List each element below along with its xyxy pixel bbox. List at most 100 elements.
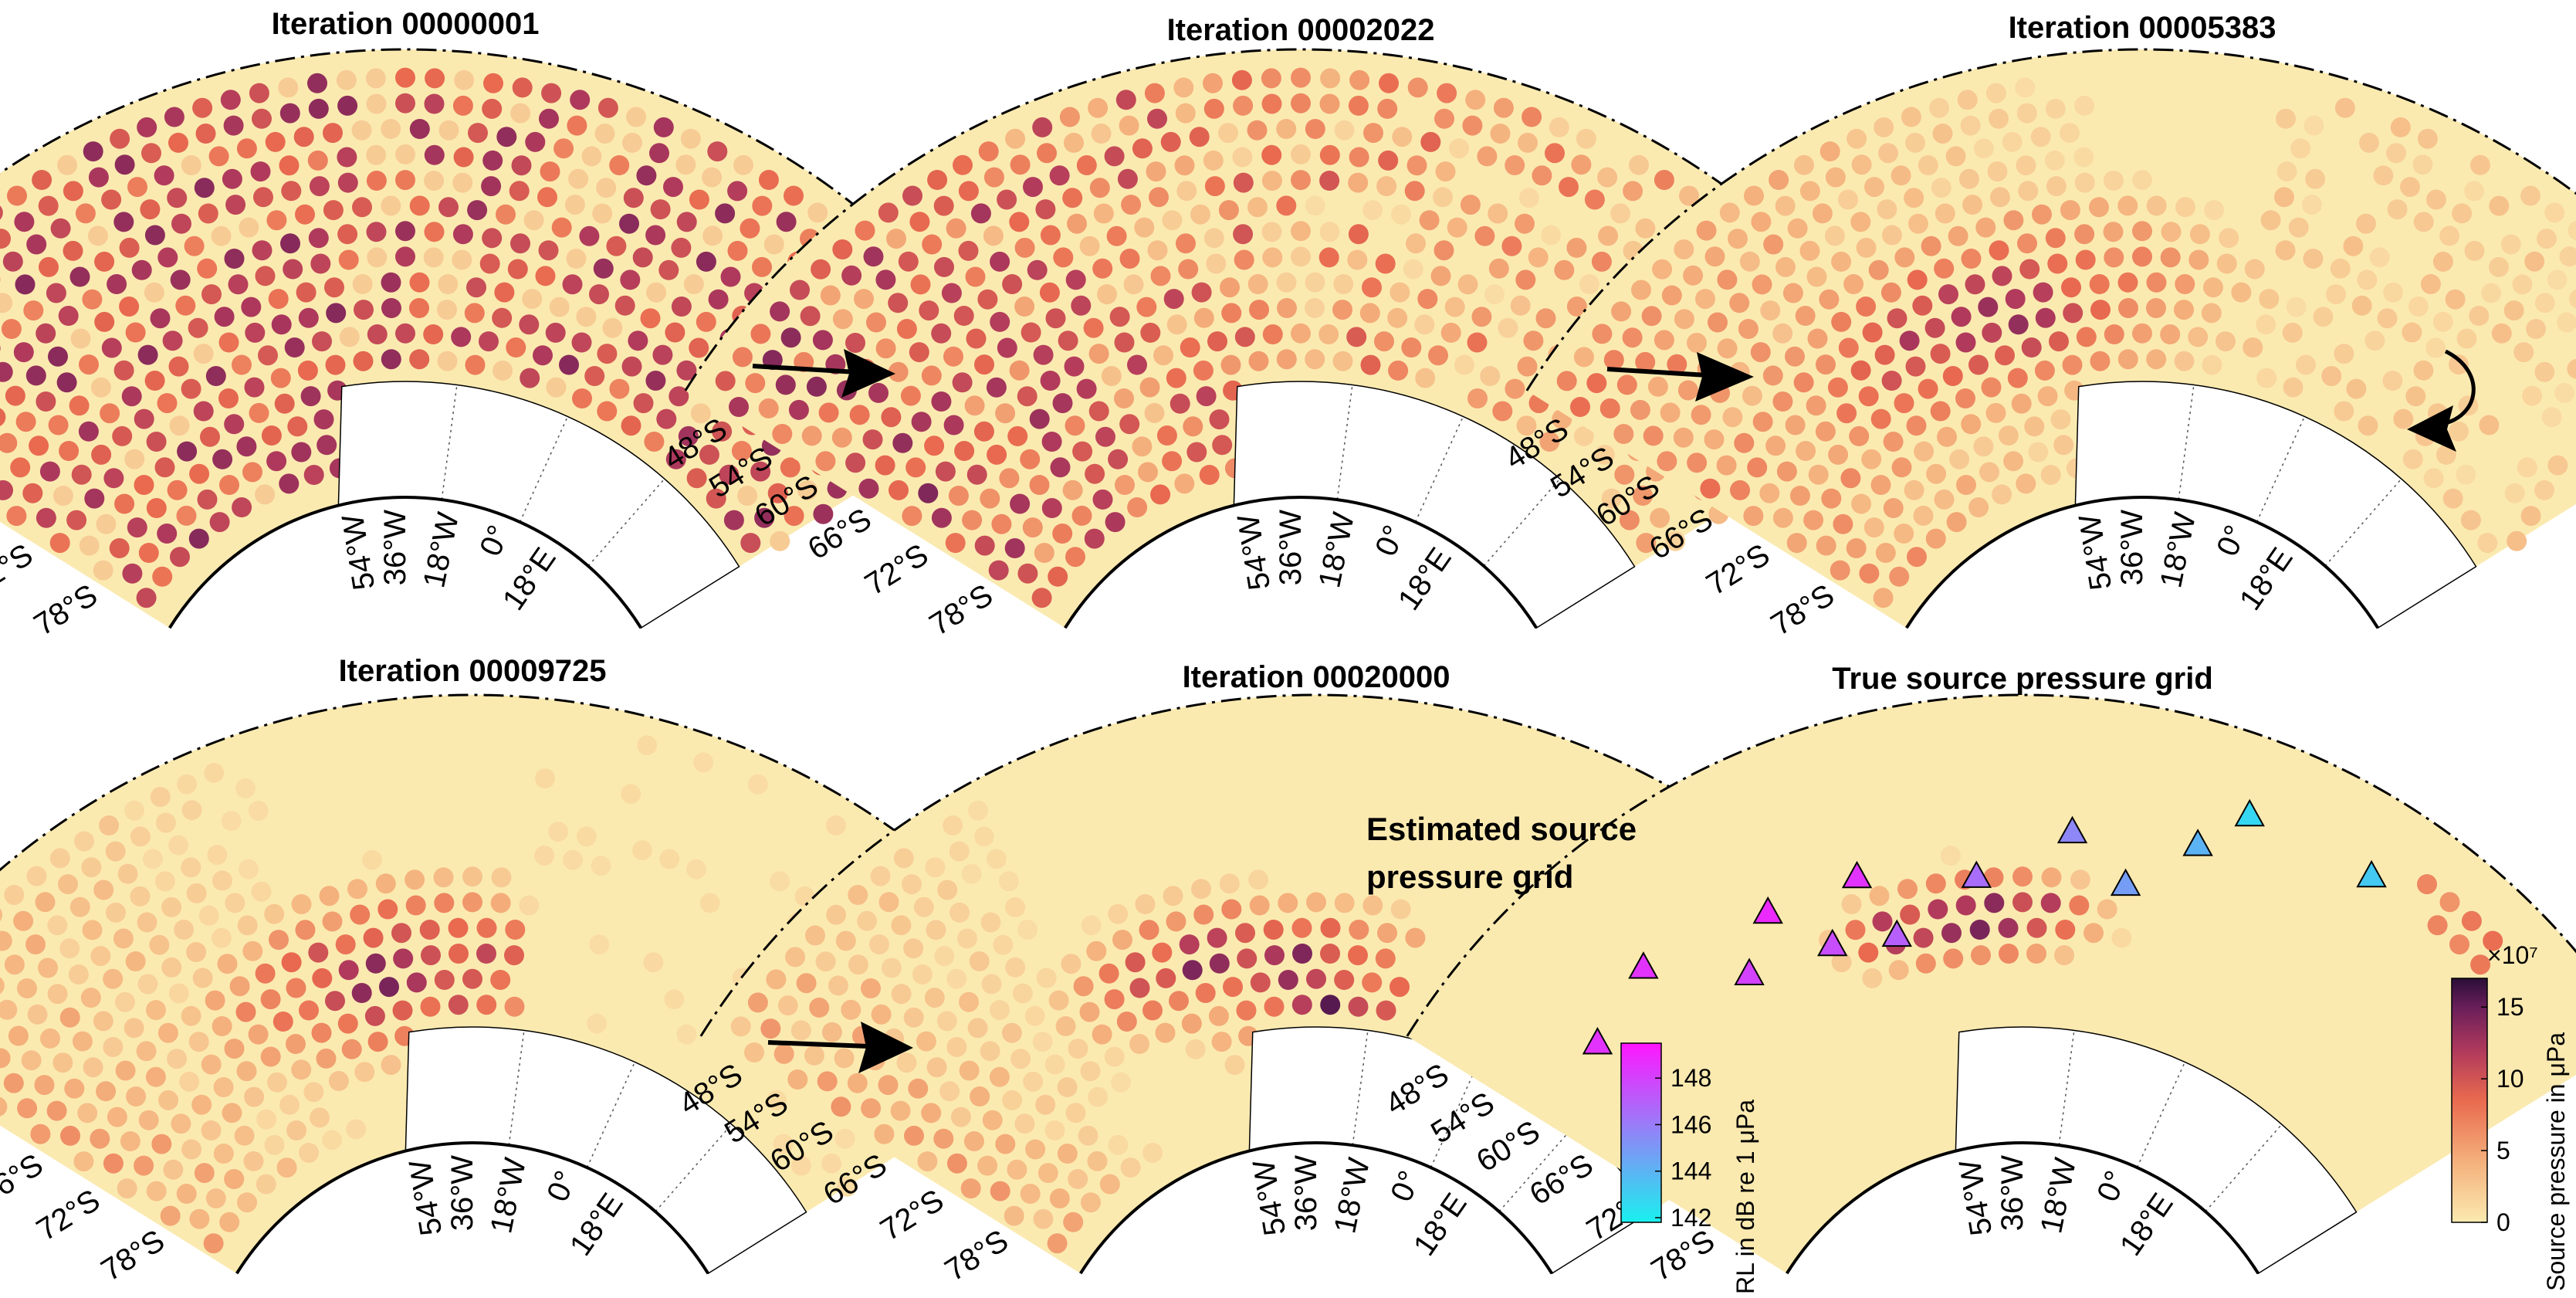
heat-cell (1080, 1061, 1101, 1082)
map-outer-frame (1406, 693, 2576, 1037)
heat-cell (2432, 251, 2453, 272)
heat-cell (1787, 218, 1808, 239)
heat-cell (1116, 1012, 1137, 1032)
heat-cell (2460, 510, 2481, 530)
heat-cell (279, 155, 300, 176)
heat-cell (1076, 155, 1097, 175)
heat-cell (1683, 265, 1704, 286)
heat-cell (1901, 107, 1921, 127)
heat-cell (592, 203, 613, 224)
heat-cell (934, 256, 954, 277)
heat-cell (1819, 289, 1840, 310)
heat-cell (1973, 436, 1994, 457)
heat-cell (1249, 895, 1270, 916)
heat-cell (910, 274, 931, 295)
heat-cell (255, 484, 276, 505)
heat-cell (1467, 388, 1488, 408)
heat-cell (107, 1107, 127, 1127)
heat-cell (2089, 197, 2109, 218)
heat-cell (224, 1039, 245, 1059)
heat-cell (1379, 73, 1399, 93)
heat-cell (352, 197, 372, 218)
heat-cell (260, 1046, 281, 1067)
heat-cell (1108, 449, 1129, 469)
heat-cell (888, 293, 909, 313)
heat-cell (424, 93, 445, 114)
heat-cell (1079, 1001, 1100, 1022)
heat-cell (2402, 449, 2423, 469)
heat-cell (235, 778, 256, 798)
heat-cell (2203, 277, 2223, 298)
graticule-meridian (441, 385, 458, 500)
heat-cell (680, 128, 701, 149)
heat-cell (310, 1107, 330, 1128)
heat-cell (409, 195, 430, 216)
heat-cell (1566, 297, 1587, 317)
heat-cell (591, 856, 611, 876)
heat-cell (986, 849, 1007, 869)
heat-cell (267, 1072, 287, 1093)
heat-cell (1088, 401, 1109, 422)
heat-cell (170, 269, 191, 290)
graticule-meridian (2256, 416, 2306, 523)
heat-cell (2359, 132, 2379, 153)
heat-cell (1793, 372, 1814, 393)
heat-cell (1276, 272, 1297, 293)
heat-cell (1998, 917, 2019, 938)
heat-cell (1249, 300, 1269, 320)
heat-cell (1047, 1233, 1068, 1254)
latitude-label: 78°S (96, 1223, 171, 1288)
heat-cell (425, 68, 445, 89)
heat-cell (1088, 1086, 1109, 1107)
heat-cell (576, 826, 597, 847)
heat-cell (1643, 425, 1664, 446)
heat-cell (1941, 923, 1962, 944)
heat-cell (2026, 917, 2047, 938)
heat-cell (1657, 451, 1677, 472)
heat-cell (535, 768, 555, 789)
heat-cell (48, 415, 69, 435)
heat-cell (224, 414, 245, 435)
heat-cell (754, 507, 775, 528)
heat-cell (1912, 295, 1933, 316)
longitude-label: 54°W (1231, 512, 1277, 592)
heat-cell (740, 218, 760, 239)
heat-cell (1147, 108, 1167, 129)
heat-cell (1262, 324, 1283, 344)
longitude-label: 0° (2210, 520, 2253, 561)
heat-cell (1092, 1024, 1112, 1045)
heat-cell (2060, 123, 2080, 144)
heat-cell (1181, 1013, 1202, 1034)
heat-cell (1905, 356, 1926, 377)
heat-cell (291, 894, 312, 914)
heat-cell (2343, 236, 2364, 256)
heat-cell (888, 361, 909, 382)
heat-cell (2334, 401, 2354, 422)
heat-cell (96, 1081, 117, 1102)
heat-cell (2436, 444, 2456, 465)
heat-cell (451, 327, 472, 347)
heat-cell (207, 845, 228, 866)
heat-cell (1045, 308, 1066, 329)
heat-cell (1870, 475, 1891, 495)
heat-cell (144, 282, 164, 303)
heat-cell (291, 442, 312, 463)
heat-cell (780, 327, 801, 348)
heat-cell (1139, 377, 1160, 398)
heat-cell (650, 199, 671, 220)
heat-cell (2132, 323, 2152, 344)
heat-cell (1951, 307, 1972, 327)
heat-cell (2382, 371, 2403, 391)
heat-cell (875, 338, 896, 359)
heat-cell (777, 995, 798, 1016)
heat-cell (1362, 972, 1383, 993)
heat-cell (790, 280, 810, 300)
heat-cell (1050, 457, 1071, 478)
heat-cell (1930, 344, 1951, 364)
heat-cell (1109, 307, 1130, 327)
heat-cell (337, 224, 358, 245)
heat-cell (2541, 407, 2562, 428)
heat-cell (1247, 274, 1268, 294)
heat-cell (847, 1073, 868, 1093)
heat-cell (579, 225, 600, 246)
